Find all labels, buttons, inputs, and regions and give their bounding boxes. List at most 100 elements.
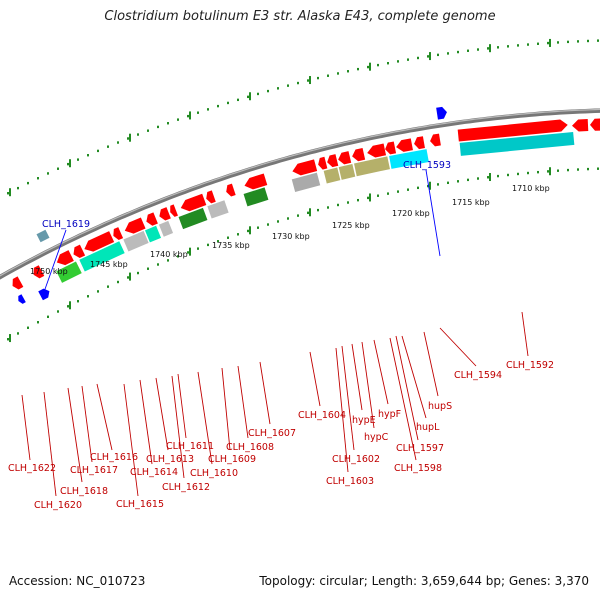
gene-domain-bar [207, 200, 229, 219]
scale-dot-inner [507, 173, 509, 177]
leader-line-red [221, 367, 231, 451]
scale-dot-inner [237, 233, 239, 236]
scale-major-tick [369, 62, 371, 71]
gene-label-red: CLH_1604 [298, 410, 346, 421]
forward-gene-arrow [12, 276, 24, 290]
scale-dot-outer [347, 70, 349, 73]
scale-major-tick [9, 188, 11, 197]
map-title: Clostridium botulinum E3 str. Alaska E43… [104, 9, 496, 24]
scale-dot-inner [297, 214, 299, 217]
scale-dot-inner [357, 198, 359, 202]
scale-dot-inner [27, 326, 29, 329]
reverse-gene-arrow [38, 288, 50, 301]
scale-dot-inner [147, 267, 149, 270]
gene-label-red: CLH_1602 [332, 454, 380, 465]
scale-dot-inner [257, 226, 259, 229]
scale-major-tick [369, 193, 371, 202]
scale-dot-outer [307, 79, 309, 82]
scale-dot-outer [7, 192, 9, 195]
scale-dot-inner [587, 167, 589, 171]
scale-dot-inner [497, 174, 499, 178]
gene-label-red: CLH_1615 [116, 499, 164, 510]
forward-gene-arrow [327, 154, 339, 168]
forward-gene-arrow [226, 183, 236, 197]
scale-dot-outer [267, 89, 269, 93]
scale-major-tick [429, 181, 431, 190]
reverse-gene-block [36, 229, 50, 243]
scale-dot-inner [397, 190, 399, 193]
scale-label: 1735 kbp [212, 241, 250, 250]
forward-gene-arrow [292, 159, 318, 176]
forward-gene-arrow [572, 119, 589, 132]
scale-dot-outer [447, 52, 449, 55]
gene-domain-bar [144, 225, 162, 243]
gene-label-blue: CLH_1593 [403, 160, 451, 171]
scale-label: 1715 kbp [452, 198, 490, 207]
accession-text: Accession: NC_010723 [9, 574, 146, 588]
leader-line-red [123, 383, 139, 497]
genome-backbone [0, 108, 600, 280]
scale-dot-outer [297, 81, 299, 85]
leader-line-red [389, 337, 417, 461]
gene-label-red: hypC [364, 432, 389, 443]
gene-label-red: CLH_1616 [90, 452, 138, 463]
scale-dot-outer [577, 40, 579, 43]
scale-dot-inner [317, 208, 319, 212]
gene-label-red: CLH_1620 [34, 500, 82, 511]
scale-dot-outer [47, 172, 49, 175]
leader-line-red [197, 371, 213, 465]
scale-dot-inner [327, 206, 329, 209]
scale-dot-inner [187, 251, 189, 254]
leader-line-red [351, 343, 363, 411]
scale-label: 1725 kbp [332, 221, 370, 230]
leader-line-red [401, 335, 427, 419]
reverse-gene-arrow [18, 294, 26, 304]
scale-dot-outer [437, 53, 439, 57]
leader-line-blue [43, 229, 67, 293]
gene-label-red: CLH_1614 [130, 467, 178, 478]
scale-dot-inner [267, 223, 269, 226]
gene-label-red: hupS [428, 401, 452, 412]
forward-gene-arrow [146, 212, 158, 226]
scale-dot-inner [157, 263, 159, 266]
gene-domain-bar [158, 220, 174, 237]
leader-line-red [96, 383, 113, 451]
gene-label-red: CLH_1597 [396, 443, 444, 454]
scale-dot-outer [537, 42, 539, 45]
scale-dot-inner [7, 338, 9, 341]
scale-dot-inner [207, 243, 209, 247]
genome-stats-text: Topology: circular; Length: 3,659,644 bp… [259, 574, 589, 588]
scale-dot-outer [67, 162, 69, 166]
forward-gene-arrow [396, 138, 413, 152]
backbone-highlight [0, 108, 600, 277]
gene-domain-bar [243, 187, 269, 207]
scale-dot-inner [407, 188, 409, 191]
scale-dot-inner [417, 186, 419, 190]
scale-dot-inner [577, 168, 579, 171]
scale-dot-inner [367, 196, 369, 200]
scale-dot-outer [467, 49, 469, 52]
scale-dot-inner [567, 168, 569, 172]
scale-dot-inner [47, 315, 49, 319]
gene-labels: 1750 kbp 1745 kbp 1740 kbp 1735 kbp 1730 kbp… [8, 160, 554, 511]
scale-dot-outer [597, 39, 599, 42]
reverse-gene-arrow [436, 106, 447, 120]
forward-gene-arrow [338, 151, 352, 165]
gene-label-red: CLH_1611 [166, 441, 214, 452]
scale-dot-inner [447, 181, 449, 185]
scale-dot-outer [147, 129, 149, 132]
gene-label-red: hypF [378, 409, 401, 420]
scale-dot-inner [457, 180, 459, 183]
scale-dot-outer [497, 46, 499, 49]
scale-dot-outer [377, 63, 379, 67]
leader-line-red [81, 385, 93, 463]
scale-dot-inner [177, 255, 179, 258]
scale-dot-outer [507, 45, 509, 48]
leader-line-red [155, 377, 169, 451]
scale-dot-inner [77, 300, 79, 303]
scale-dot-outer [547, 41, 549, 45]
scale-dot-inner [117, 280, 119, 284]
gene-label-red: CLH_1607 [248, 428, 296, 439]
scale-dot-outer [227, 101, 229, 105]
leader-line-red [341, 345, 355, 451]
